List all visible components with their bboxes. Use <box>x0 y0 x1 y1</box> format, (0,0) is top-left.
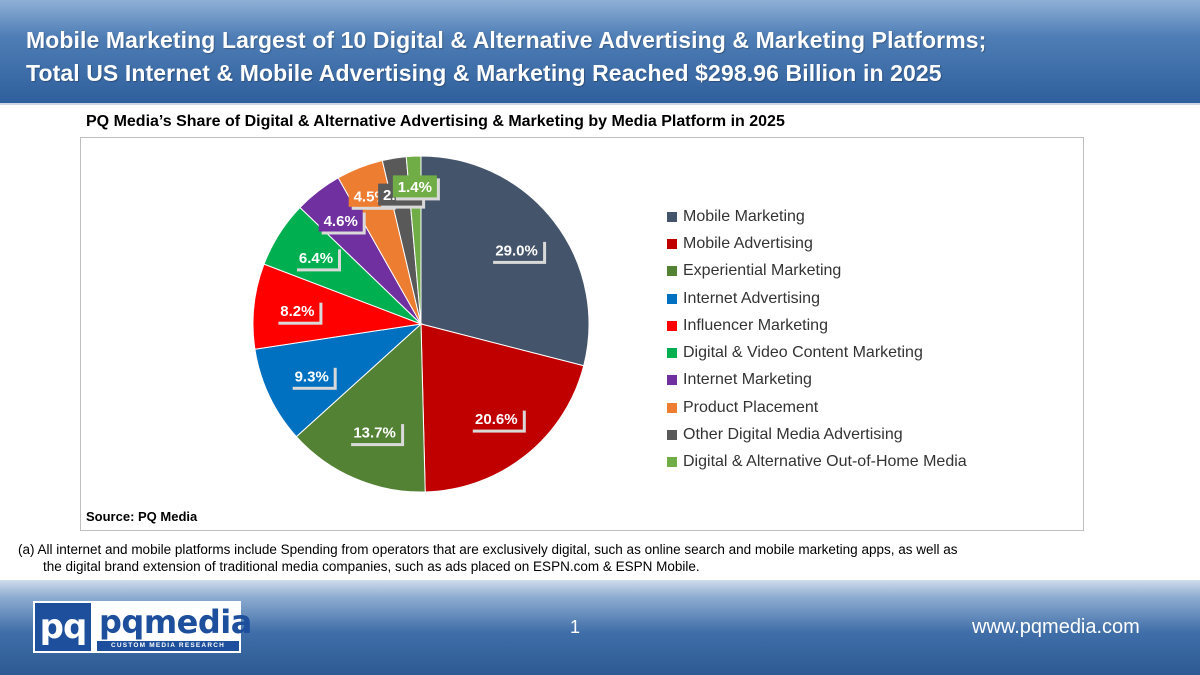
legend-swatch <box>667 266 677 277</box>
svg-text:29.0%: 29.0% <box>495 242 538 259</box>
svg-text:6.4%: 6.4% <box>299 250 333 267</box>
pie-slice-4 <box>254 323 423 438</box>
svg-text:20.6%: 20.6% <box>475 411 518 428</box>
chart-source: Source: PQ Media <box>86 509 198 524</box>
legend-item-3: Experiential Marketing <box>667 258 967 285</box>
legend-label: Other Digital Media Advertising <box>683 426 903 444</box>
legend-label: Internet Marketing <box>683 371 812 389</box>
data-label-2: 20.6% <box>469 407 526 433</box>
chart-title: PQ Media’s Share of Digital & Alternativ… <box>86 113 785 130</box>
legend-swatch <box>667 320 677 331</box>
legend-label: Product Placement <box>683 398 819 416</box>
logo-wordmark: pqmedia <box>99 603 252 641</box>
legend-item-1: Mobile Marketing <box>667 203 967 230</box>
legend-swatch <box>667 348 677 359</box>
pqmedia-logo: pq pqmedia CUSTOM MEDIA RESEARCH <box>33 601 252 653</box>
svg-text:13.7%: 13.7% <box>353 425 396 442</box>
chart-legend: Mobile Marketing Mobile Advertising Experi… <box>667 203 967 476</box>
legend-label: Mobile Marketing <box>683 207 805 225</box>
data-label-5: 8.2% <box>275 299 323 325</box>
footnote: (a) All internet and mobile platforms in… <box>18 541 1118 575</box>
pie-slice-3 <box>295 322 426 493</box>
svg-text:8.2%: 8.2% <box>280 303 314 320</box>
legend-swatch <box>667 211 677 222</box>
legend-item-7: Internet Marketing <box>667 367 967 394</box>
logo-mark: pq <box>35 603 91 651</box>
legend-swatch <box>667 402 677 413</box>
legend-swatch <box>667 430 677 441</box>
legend-label: Digital & Video Content Marketing <box>683 344 923 362</box>
header-title-line-1: Mobile Marketing Largest of 10 Digital &… <box>26 27 987 53</box>
footnote-line-2: the digital brand extension of tradition… <box>43 559 700 574</box>
data-label-4: 9.3% <box>289 364 337 390</box>
legend-label: Internet Advertising <box>683 289 820 307</box>
data-label-3: 13.7% <box>348 421 405 447</box>
data-label-10: 1.4% <box>392 175 440 201</box>
svg-text:4.6%: 4.6% <box>324 213 358 230</box>
svg-text:9.3%: 9.3% <box>295 368 329 385</box>
legend-swatch <box>667 293 677 304</box>
legend-item-6: Digital & Video Content Marketing <box>667 339 967 366</box>
legend-item-4: Internet Advertising <box>667 285 967 312</box>
footnote-line-1: (a) All internet and mobile platforms in… <box>18 542 958 557</box>
pie-slice-5 <box>252 263 423 350</box>
data-label-1: 29.0% <box>490 238 547 264</box>
legend-item-2: Mobile Advertising <box>667 230 967 257</box>
header-title-line-2: Total US Internet & Mobile Advertising &… <box>26 60 942 86</box>
logo-tagline: CUSTOM MEDIA RESEARCH <box>97 641 239 651</box>
legend-label: Mobile Advertising <box>683 234 813 252</box>
legend-item-5: Influencer Marketing <box>667 312 967 339</box>
legend-item-10: Digital & Alternative Out-of-Home Media <box>667 449 967 476</box>
legend-swatch <box>667 457 677 468</box>
legend-label: Experiential Marketing <box>683 262 842 280</box>
legend-item-9: Other Digital Media Advertising <box>667 421 967 448</box>
data-label-7: 4.6% <box>318 209 366 235</box>
data-label-6: 6.4% <box>294 246 341 272</box>
legend-swatch <box>667 375 677 386</box>
website-link[interactable]: www.pqmedia.com <box>972 616 1140 638</box>
page-number: 1 <box>570 617 581 637</box>
legend-label: Digital & Alternative Out-of-Home Media <box>683 453 967 471</box>
header-banner: Mobile Marketing Largest of 10 Digital &… <box>0 0 1200 105</box>
legend-label: Influencer Marketing <box>683 316 828 334</box>
legend-item-8: Product Placement <box>667 394 967 421</box>
legend-swatch <box>667 238 677 249</box>
svg-text:1.4%: 1.4% <box>398 179 432 196</box>
